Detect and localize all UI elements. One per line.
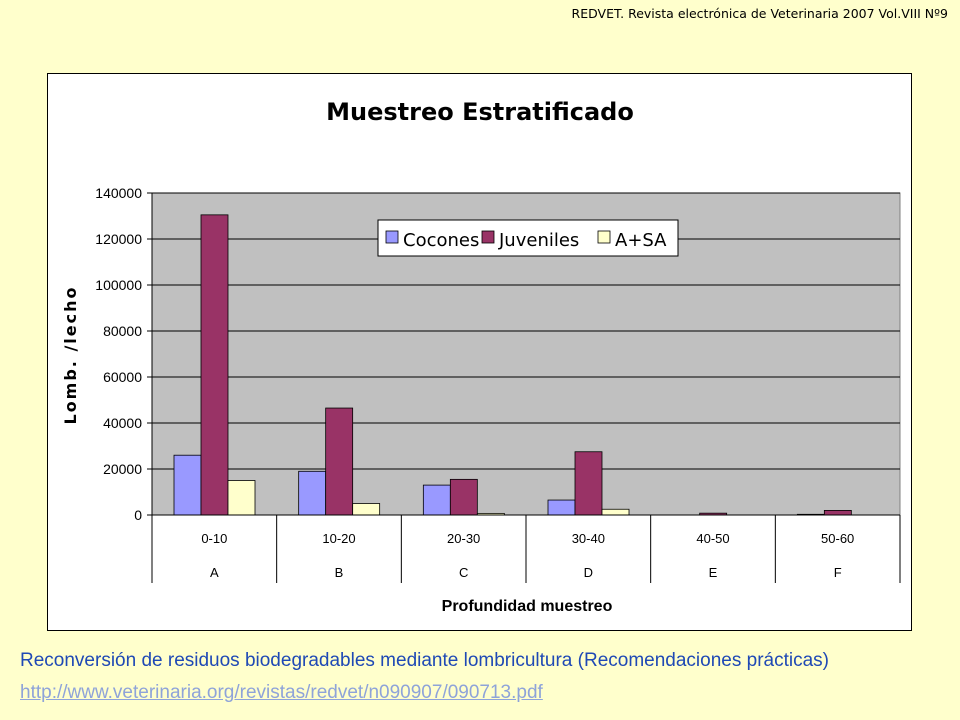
y-axis-ticks: 0 20000 40000 60000 80000 100000 120000 140000: [95, 185, 152, 523]
x-tick-label: 20-30: [447, 531, 480, 546]
x-tick-label: 10-20: [322, 531, 355, 546]
x-tick-label-level2: E: [709, 565, 718, 580]
x-tick-label: 30-40: [572, 531, 605, 546]
x-tick-label: 40-50: [696, 531, 729, 546]
bar-a-sa: [601, 508, 630, 516]
y-tick-label: 100000: [95, 277, 142, 293]
bar-cocones: [547, 499, 576, 516]
y-tick-label: 140000: [95, 185, 142, 201]
y-tick-label: 40000: [103, 415, 142, 431]
x-tick-label-level2: F: [834, 565, 842, 580]
bar-juveniles: [449, 478, 478, 516]
x-tick-label-level2: B: [335, 565, 344, 580]
bar-cocones: [298, 470, 327, 516]
x-axis: 0-10 A 10-20 B 20-30 C 30-40 D 40-50 E 50-60 F: [151, 514, 901, 583]
legend-swatch: [481, 230, 495, 244]
y-tick-label: 0: [134, 507, 142, 523]
bar-juveniles: [574, 451, 603, 516]
journal-header: REDVET. Revista electrónica de Veterinar…: [571, 6, 948, 21]
x-tick-label-level2: D: [584, 565, 593, 580]
footer-caption: Reconversión de residuos biodegradables …: [20, 650, 829, 671]
bar-juveniles: [823, 509, 852, 516]
bar-juveniles: [200, 214, 229, 516]
legend-swatch: [385, 230, 399, 244]
y-tick-label: 20000: [103, 461, 142, 477]
chart-title: Muestreo Estratificado: [326, 98, 634, 126]
bar-a-sa: [352, 503, 381, 516]
legend-label: A+SA: [615, 230, 667, 251]
bar-juveniles: [325, 407, 354, 516]
x-tick-label-level2: A: [210, 565, 219, 580]
legend: Cocones Juveniles A+SA: [377, 219, 679, 257]
x-tick-label-level2: C: [459, 565, 468, 580]
legend-swatch: [597, 230, 611, 244]
bar-cocones: [422, 484, 451, 516]
x-tick-label: 0-10: [201, 531, 227, 546]
bars: [173, 214, 852, 516]
y-tick-label: 80000: [103, 323, 142, 339]
footer-link[interactable]: http://www.veterinaria.org/revistas/redv…: [20, 682, 543, 703]
x-axis-label: Profundidad muestreo: [442, 598, 613, 615]
bar-a-sa: [227, 480, 256, 516]
legend-box: [377, 219, 679, 257]
y-axis-label: Lomb. /lecho: [61, 285, 80, 424]
x-tick-label: 50-60: [821, 531, 854, 546]
y-tick-label: 60000: [103, 369, 142, 385]
legend-label: Cocones: [403, 230, 479, 251]
bar-cocones: [173, 454, 202, 516]
legend-label: Juveniles: [498, 230, 579, 251]
y-tick-label: 120000: [95, 231, 142, 247]
